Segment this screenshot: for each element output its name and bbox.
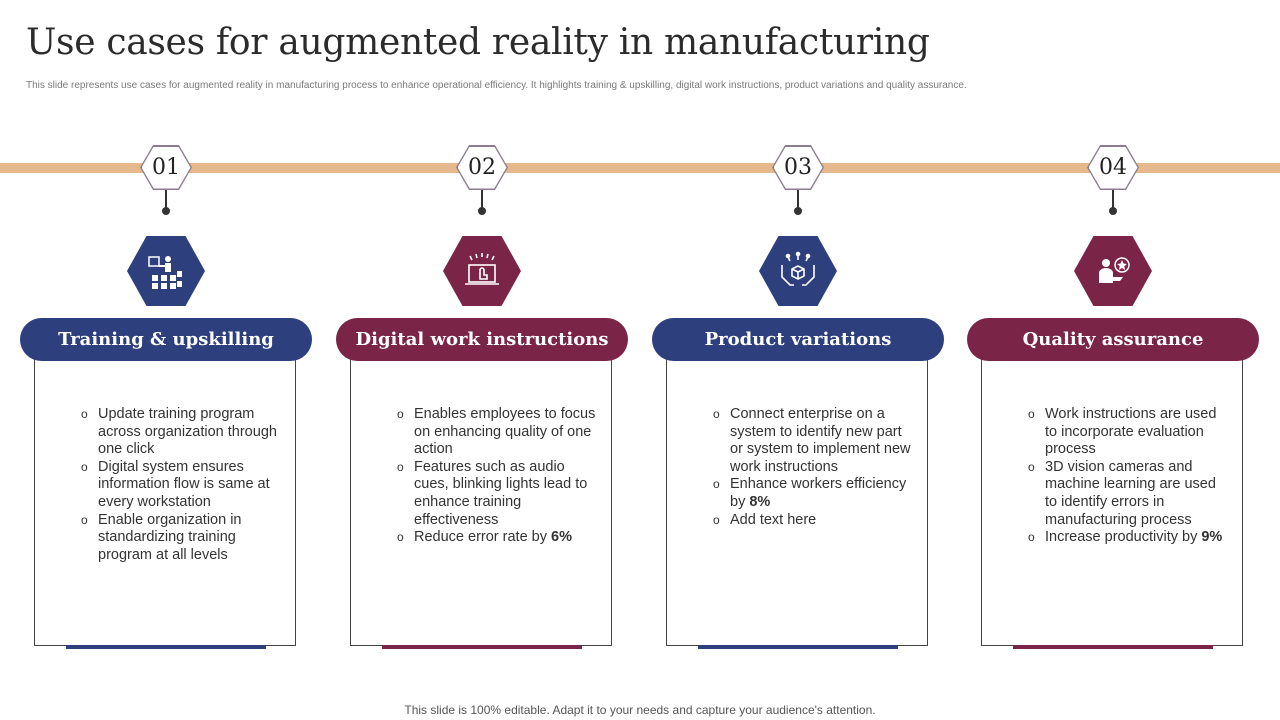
- connector-line: [797, 190, 799, 208]
- card-accent-bar: [66, 645, 266, 649]
- use-case-digital-work: 02 Digital work instructions Enables emp…: [336, 0, 628, 720]
- connector-line: [1112, 190, 1114, 208]
- bullet-list: Work instructions are used to incorporat…: [1028, 406, 1228, 547]
- slide-title: Use cases for augmented reality in manuf…: [26, 22, 930, 63]
- use-case-heading: Quality assurance: [967, 318, 1259, 361]
- card-accent-bar: [1013, 645, 1213, 649]
- list-item: Connect enterprise on a system to identi…: [713, 406, 913, 476]
- connector-line: [165, 190, 167, 208]
- slide-subtitle: This slide represents use cases for augm…: [26, 80, 967, 91]
- step-number: 04: [1088, 146, 1138, 189]
- step-number: 03: [773, 146, 823, 189]
- step-number: 01: [141, 146, 191, 189]
- list-item: Add text here: [713, 512, 913, 530]
- connector-dot: [162, 207, 170, 215]
- list-item: Enables employees to focus on enhancing …: [397, 406, 597, 459]
- bullet-list: Enables employees to focus on enhancing …: [397, 406, 597, 547]
- highlight-value: 6%: [551, 529, 572, 546]
- use-case-card: Update training program across organizat…: [34, 350, 296, 646]
- step-number-hexagon: 04: [1087, 145, 1139, 190]
- use-case-card: Work instructions are used to incorporat…: [981, 350, 1243, 646]
- list-item: Increase productivity by 9%: [1028, 529, 1228, 547]
- highlight-value: 9%: [1201, 529, 1223, 546]
- use-case-training: 01 Training & upskilling Update training…: [20, 0, 312, 720]
- list-item-text: Increase productivity by: [1045, 529, 1202, 546]
- list-item-text: Reduce error rate by: [414, 529, 552, 546]
- bullet-list: Connect enterprise on a system to identi…: [713, 406, 913, 529]
- connector-dot: [478, 207, 486, 215]
- card-accent-bar: [382, 645, 582, 649]
- connector-dot: [794, 207, 802, 215]
- step-number-hexagon: 01: [140, 145, 192, 190]
- step-number-hexagon: 03: [772, 145, 824, 190]
- hands-box-icon: [759, 236, 837, 306]
- use-case-card: Enables employees to focus on enhancing …: [350, 350, 612, 646]
- use-case-quality-assurance: 04 Quality assurance Work instructions a…: [967, 0, 1259, 720]
- use-case-product-variations: 03 Product variations Connect enterprise…: [652, 0, 944, 720]
- connector-dot: [1109, 207, 1117, 215]
- use-case-heading: Training & upskilling: [20, 318, 312, 361]
- slide-footer: This slide is 100% editable. Adapt it to…: [404, 703, 876, 717]
- list-item: Features such as audio cues, blinking li…: [397, 459, 597, 529]
- list-item: Digital system ensures information flow …: [81, 459, 281, 512]
- connector-line: [481, 190, 483, 208]
- laptop-touch-icon: [443, 236, 521, 306]
- list-item-text: Enhance workers efficiency by: [730, 476, 907, 510]
- list-item: Reduce error rate by 6%: [397, 529, 597, 547]
- timeline-bar: [0, 163, 1280, 173]
- list-item: Enable organization in standardizing tra…: [81, 512, 281, 565]
- training-icon: [127, 236, 205, 306]
- step-number-hexagon: 02: [456, 145, 508, 190]
- use-case-heading: Digital work instructions: [336, 318, 628, 361]
- card-accent-bar: [698, 645, 898, 649]
- use-case-heading: Product variations: [652, 318, 944, 361]
- list-item: Update training program across organizat…: [81, 406, 281, 459]
- bullet-list: Update training program across organizat…: [81, 406, 281, 564]
- use-case-card: Connect enterprise on a system to identi…: [666, 350, 928, 646]
- list-item: Enhance workers efficiency by 8%: [713, 476, 913, 511]
- quality-person-icon: [1074, 236, 1152, 306]
- list-item: 3D vision cameras and machine learning a…: [1028, 459, 1228, 529]
- step-number: 02: [457, 146, 507, 189]
- highlight-value: 8%: [749, 493, 771, 510]
- list-item: Work instructions are used to incorporat…: [1028, 406, 1228, 459]
